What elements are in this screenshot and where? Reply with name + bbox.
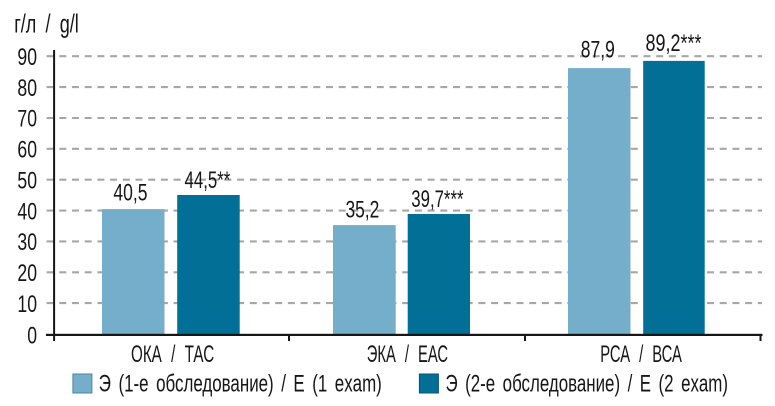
svg-text:40,5: 40,5 [113,179,147,206]
svg-text:20: 20 [17,260,37,287]
svg-text:60: 60 [17,137,37,164]
svg-text:ОКА / ТАС: ОКА / ТАС [131,341,214,368]
svg-text:г/л / g/l: г/л / g/l [14,9,79,39]
svg-text:89,2***: 89,2*** [646,30,702,57]
svg-text:0: 0 [27,323,37,350]
svg-text:ЭКА / ЕАС: ЭКА / ЕАС [367,341,448,368]
svg-text:Э (1-е обследование) / Е (1 ex: Э (1-е обследование) / Е (1 exam) [99,371,382,398]
svg-text:30: 30 [17,229,37,256]
svg-text:87,9: 87,9 [581,36,615,63]
svg-text:39,7***: 39,7*** [411,186,463,213]
svg-text:50: 50 [17,167,37,194]
svg-text:80: 80 [17,75,37,102]
svg-text:70: 70 [17,106,37,133]
svg-text:Э (2-е обследование) / Е (2 ex: Э (2-е обследование) / Е (2 exam) [446,371,729,398]
svg-text:40: 40 [17,198,37,225]
svg-text:РСА / ВСА: РСА / ВСА [600,341,682,368]
svg-text:90: 90 [17,44,37,71]
svg-text:35,2: 35,2 [345,197,379,224]
svg-text:44,5**: 44,5** [185,167,231,194]
svg-text:10: 10 [17,291,37,318]
